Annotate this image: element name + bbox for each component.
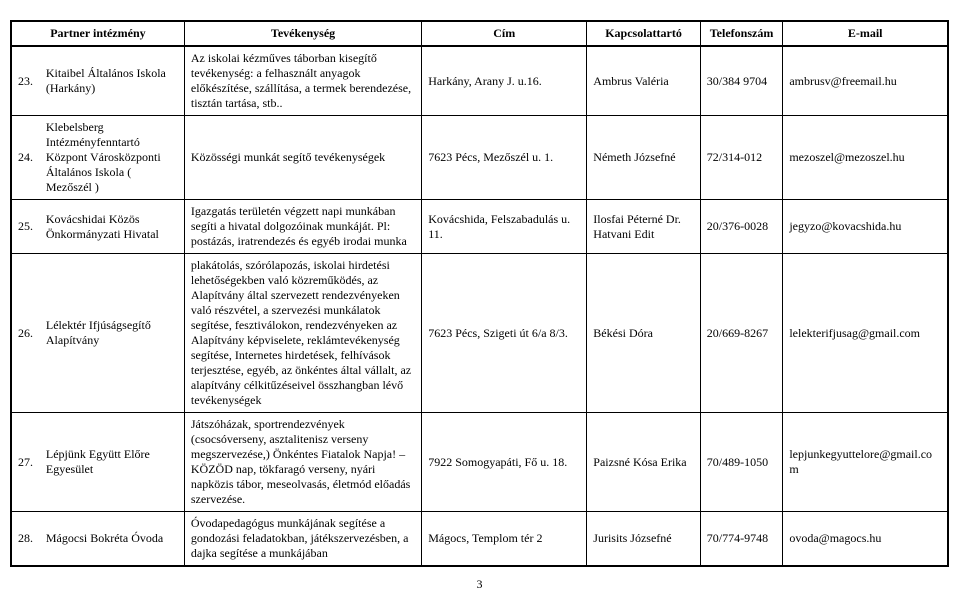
partner-table: Partner intézmény Tevékenység Cím Kapcso… xyxy=(10,20,949,567)
cell-email: lepjunkegyuttelore@gmail.com xyxy=(783,413,948,512)
cell-institution: Lélektér Ifjúságsegítő Alapítvány xyxy=(40,254,184,413)
table-body: 23.Kitaibel Általános Iskola (Harkány)Az… xyxy=(11,46,948,566)
table-row: 24.Klebelsberg Intézményfenntartó Közpon… xyxy=(11,116,948,200)
cell-contact: Jurisits Józsefné xyxy=(587,512,701,567)
cell-email: ambrusv@freemail.hu xyxy=(783,46,948,116)
row-number: 24. xyxy=(11,116,40,200)
row-number: 25. xyxy=(11,200,40,254)
cell-email: ovoda@magocs.hu xyxy=(783,512,948,567)
row-number: 26. xyxy=(11,254,40,413)
cell-institution: Klebelsberg Intézményfenntartó Központ V… xyxy=(40,116,184,200)
cell-address: 7623 Pécs, Szigeti út 6/a 8/3. xyxy=(422,254,587,413)
cell-institution: Lépjünk Együtt Előre Egyesület xyxy=(40,413,184,512)
cell-institution: Kovácshidai Közös Önkormányzati Hivatal xyxy=(40,200,184,254)
cell-activity: Óvodapedagógus munkájának segítése a gon… xyxy=(184,512,421,567)
page-number: 3 xyxy=(10,577,949,592)
col-contact: Kapcsolattartó xyxy=(587,21,701,46)
cell-phone: 20/669-8267 xyxy=(700,254,783,413)
row-number: 27. xyxy=(11,413,40,512)
table-row: 25.Kovácshidai Közös Önkormányzati Hivat… xyxy=(11,200,948,254)
cell-phone: 70/774-9748 xyxy=(700,512,783,567)
col-email: E-mail xyxy=(783,21,948,46)
cell-activity: Játszóházak, sportrendezvények (csocsóve… xyxy=(184,413,421,512)
table-row: 26.Lélektér Ifjúságsegítő Alapítványplak… xyxy=(11,254,948,413)
col-activity: Tevékenység xyxy=(184,21,421,46)
row-number: 28. xyxy=(11,512,40,567)
table-row: 23.Kitaibel Általános Iskola (Harkány)Az… xyxy=(11,46,948,116)
cell-institution: Kitaibel Általános Iskola (Harkány) xyxy=(40,46,184,116)
cell-activity: Közösségi munkát segítő tevékenységek xyxy=(184,116,421,200)
cell-contact: Ambrus Valéria xyxy=(587,46,701,116)
cell-email: mezoszel@mezoszel.hu xyxy=(783,116,948,200)
col-address: Cím xyxy=(422,21,587,46)
col-phone: Telefonszám xyxy=(700,21,783,46)
table-row: 27.Lépjünk Együtt Előre EgyesületJátszóh… xyxy=(11,413,948,512)
cell-phone: 72/314-012 xyxy=(700,116,783,200)
cell-address: Kovácshida, Felszabadulás u. 11. xyxy=(422,200,587,254)
cell-contact: Németh Józsefné xyxy=(587,116,701,200)
cell-address: 7623 Pécs, Mezőszél u. 1. xyxy=(422,116,587,200)
cell-phone: 30/384 9704 xyxy=(700,46,783,116)
cell-activity: Az iskolai kézműves táborban kisegítő te… xyxy=(184,46,421,116)
cell-address: 7922 Somogyapáti, Fő u. 18. xyxy=(422,413,587,512)
cell-activity: Igazgatás területén végzett napi munkába… xyxy=(184,200,421,254)
table-row: 28.Mágocsi Bokréta ÓvodaÓvodapedagógus m… xyxy=(11,512,948,567)
cell-institution: Mágocsi Bokréta Óvoda xyxy=(40,512,184,567)
cell-contact: Békési Dóra xyxy=(587,254,701,413)
cell-address: Harkány, Arany J. u.16. xyxy=(422,46,587,116)
cell-phone: 20/376-0028 xyxy=(700,200,783,254)
cell-email: jegyzo@kovacshida.hu xyxy=(783,200,948,254)
cell-address: Mágocs, Templom tér 2 xyxy=(422,512,587,567)
cell-contact: Ilosfai Péterné Dr. Hatvani Edit xyxy=(587,200,701,254)
cell-contact: Paizsné Kósa Erika xyxy=(587,413,701,512)
cell-activity: plakátolás, szórólapozás, iskolai hirdet… xyxy=(184,254,421,413)
cell-email: lelekterifjusag@gmail.com xyxy=(783,254,948,413)
col-institution: Partner intézmény xyxy=(11,21,184,46)
cell-phone: 70/489-1050 xyxy=(700,413,783,512)
row-number: 23. xyxy=(11,46,40,116)
table-header-row: Partner intézmény Tevékenység Cím Kapcso… xyxy=(11,21,948,46)
